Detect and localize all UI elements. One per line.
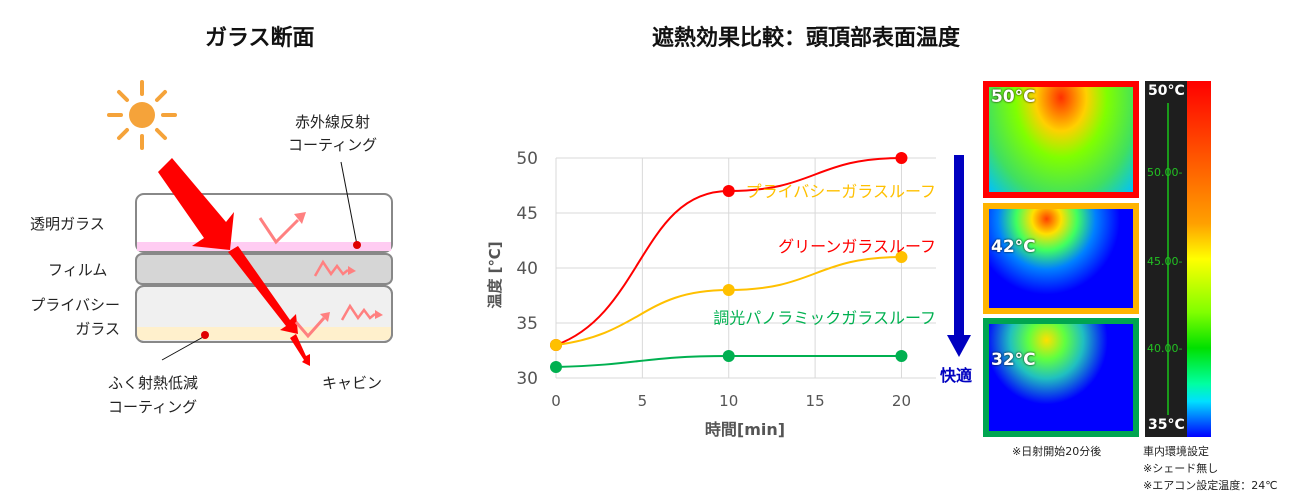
clear-glass-label: 透明ガラス xyxy=(30,215,105,233)
data-point xyxy=(895,152,908,164)
note-env-1: 車内環境設定 xyxy=(1143,445,1209,458)
x-tick-label: 0 xyxy=(551,392,561,410)
thermal-temp-label: 32°C xyxy=(991,350,1036,370)
reflection-arrow-icon xyxy=(258,212,330,339)
data-point xyxy=(722,185,735,197)
data-point xyxy=(722,350,735,362)
comparison-title: 遮熱効果比較：頭頂部表面温度 xyxy=(652,26,961,51)
thermal-temp-label: 50°C xyxy=(991,87,1036,107)
temperature-line-chart: 30 35 40 45 50 0 5 10 15 20 グリーンガラスルーフ プライバシーガラスル… xyxy=(486,149,936,439)
radiant-coating-label-1: ふく射熱低減 xyxy=(108,374,199,392)
x-tick-label: 10 xyxy=(719,392,738,410)
privacy-glass-label-2: ガラス xyxy=(75,320,120,338)
x-axis-label: 時間[min] xyxy=(705,420,785,439)
comfort-label: 快適 xyxy=(940,366,973,385)
y-tick-label: 45 xyxy=(516,204,538,224)
data-point xyxy=(550,361,562,373)
ir-coating-label-1: 赤外線反射 xyxy=(295,113,371,131)
glass-cross-section-diagram xyxy=(107,80,393,366)
thermal-image-panoramic-glass: 32°C xyxy=(983,318,1139,437)
series-line xyxy=(555,157,902,346)
colorbar-scale: 50°C 50.00- 45.00- 40.00- 35°C xyxy=(1145,81,1187,437)
radiant-coating-label-2: コーティング xyxy=(108,398,198,416)
colorbar-gradient xyxy=(1187,81,1211,437)
film-label: フィルム xyxy=(48,261,108,279)
y-tick-label: 40 xyxy=(516,259,538,279)
thermal-image-green-glass: 50°C xyxy=(983,81,1139,198)
colorbar-tick: 50.00- xyxy=(1147,166,1183,179)
cross-section-title: ガラス断面 xyxy=(205,26,315,51)
note-env-3: ※エアコン設定温度：24℃ xyxy=(1143,479,1278,492)
note-env-2: ※シェード無し xyxy=(1143,462,1219,475)
colorbar-tick: 45.00- xyxy=(1147,255,1183,268)
cabin-label: キャビン xyxy=(322,374,383,392)
sunlight-arrow-icon xyxy=(158,158,310,366)
data-point xyxy=(895,350,908,362)
y-tick-label: 35 xyxy=(516,314,538,334)
y-axis-label: 温度 [℃] xyxy=(486,241,504,308)
colorbar-min-label: 35°C xyxy=(1148,417,1185,433)
y-tick-label: 30 xyxy=(516,369,538,389)
series-label: プライバシーガラスルーフ xyxy=(746,182,936,201)
series-label: 調光パノラミックガラスルーフ xyxy=(713,309,936,328)
colorbar-tick: 40.00- xyxy=(1147,342,1183,355)
thermal-image-privacy-glass: 42°C xyxy=(983,203,1139,314)
x-tick-label: 15 xyxy=(806,392,825,410)
sun-icon xyxy=(107,80,177,150)
ir-coating-label-2: コーティング xyxy=(288,136,378,154)
heat-wave-icon xyxy=(313,259,383,321)
note-elapsed: ※日射開始20分後 xyxy=(1012,445,1102,458)
data-point xyxy=(722,284,735,296)
privacy-glass-label-1: プライバシー xyxy=(30,296,120,314)
x-tick-label: 20 xyxy=(892,392,911,410)
thermal-temp-label: 42°C xyxy=(991,237,1036,257)
comfort-arrow-icon xyxy=(947,155,971,357)
data-point xyxy=(895,251,908,263)
x-tick-label: 5 xyxy=(638,392,648,410)
series-label: グリーンガラスルーフ xyxy=(778,237,936,256)
data-point xyxy=(550,339,562,351)
y-tick-label: 50 xyxy=(516,149,538,169)
film-layer xyxy=(135,253,393,285)
colorbar-max-label: 50°C xyxy=(1148,83,1185,99)
